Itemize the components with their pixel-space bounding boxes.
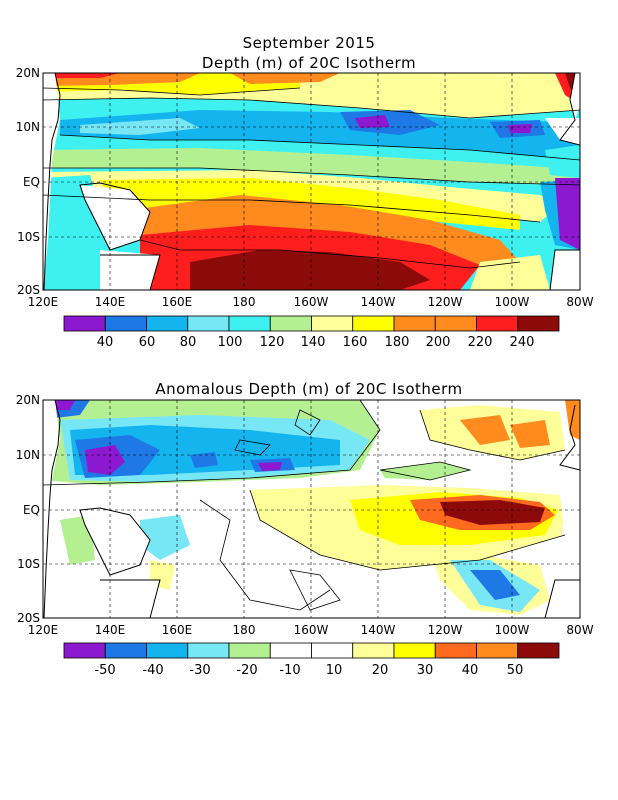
colorbar-label: 40 [462, 663, 479, 678]
bottom-title: Anomalous Depth (m) of 20C Isotherm [155, 380, 463, 398]
colorbar-label: 140 [301, 335, 326, 350]
lon-label: 140W [361, 295, 396, 309]
colorbar-swatch [311, 315, 354, 332]
colorbar-swatch [393, 315, 436, 332]
colorbar-swatch [352, 315, 395, 332]
lon-label: 120W [428, 623, 463, 637]
top-lat-labels: 20N 10N EQ 10S 20S [16, 66, 40, 297]
colorbar-label: 160 [343, 335, 368, 350]
colorbar-swatch [311, 642, 354, 659]
lat-label: 10N [16, 448, 40, 462]
colorbar-label: -30 [189, 663, 210, 678]
top-map-frame [42, 72, 581, 291]
colorbar-label: 120 [260, 335, 285, 350]
lon-label: 140E [95, 623, 126, 637]
colorbar-swatch [228, 315, 271, 332]
colorbar-label: -40 [142, 663, 163, 678]
lat-label: 20N [16, 393, 40, 407]
lon-label: 100W [495, 623, 530, 637]
lon-label: 80W [566, 623, 593, 637]
lon-label: 80W [566, 295, 593, 309]
lat-label: 10S [17, 230, 40, 244]
lon-label: 180 [233, 295, 256, 309]
colorbar-label: 60 [139, 335, 156, 350]
lon-label: 160W [294, 295, 329, 309]
bottom-lat-labels: 20N 10N EQ 10S 20S [16, 393, 40, 625]
colorbar-swatch [269, 642, 312, 659]
lon-label: 160E [162, 295, 193, 309]
lon-label: 140W [361, 623, 396, 637]
colorbar-swatch [269, 315, 312, 332]
lat-label: 20S [17, 611, 40, 625]
colorbar-swatch [517, 642, 560, 659]
colorbar-swatch [146, 315, 189, 332]
lon-label: 160W [294, 623, 329, 637]
colorbar-label: 50 [507, 663, 524, 678]
bottom-contour-field [43, 400, 580, 618]
colorbar-swatch [63, 642, 106, 659]
colorbar-label: 40 [97, 335, 114, 350]
lat-label: 10N [16, 120, 40, 134]
colorbar-swatch [476, 642, 519, 659]
bottom-map-frame [42, 399, 581, 619]
lon-label: 140E [95, 295, 126, 309]
top-title-line2: Depth (m) of 20C Isotherm [201, 54, 417, 72]
colorbar-swatch [434, 642, 477, 659]
top-map: 20N 10N EQ 10S 20S 120E 140E 160E 180 16… [16, 66, 594, 350]
lat-label: 20S [17, 283, 40, 297]
bottom-map: 20N 10N EQ 10S 20S 120E 140E 160E 180 16… [16, 393, 594, 678]
colorbar-label: -20 [236, 663, 257, 678]
colorbar-label: 30 [417, 663, 434, 678]
colorbar-label: 80 [180, 335, 197, 350]
colorbar-swatch [517, 315, 560, 332]
colorbar-swatch [104, 315, 147, 332]
bottom-colorbar-labels: -50 -40 -30 -20 -10 10 20 30 40 50 [94, 663, 523, 678]
lat-label: 10S [17, 557, 40, 571]
top-contour-field [43, 73, 580, 290]
colorbar-label: 10 [326, 663, 343, 678]
top-colorbar-labels: 40 60 80 100 120 140 160 180 200 220 240 [97, 335, 535, 350]
top-colorbar [63, 315, 560, 332]
top-grid [43, 73, 580, 290]
colorbar-label: 100 [218, 335, 243, 350]
colorbar-label: 20 [372, 663, 389, 678]
lon-label: 180 [233, 623, 256, 637]
colorbar-swatch [187, 315, 230, 332]
lat-label: EQ [23, 503, 40, 517]
colorbar-swatch [434, 315, 477, 332]
lon-label: 160E [162, 623, 193, 637]
colorbar-label: -10 [279, 663, 300, 678]
lon-label: 100W [495, 295, 530, 309]
lat-label: 20N [16, 66, 40, 80]
colorbar-swatch [228, 642, 271, 659]
colorbar-label: 180 [385, 335, 410, 350]
bottom-grid [43, 400, 580, 618]
colorbar-swatch [476, 315, 519, 332]
top-lon-labels: 120E 140E 160E 180 160W 140W 120W 100W 8… [28, 295, 594, 309]
colorbar-swatch [104, 642, 147, 659]
colorbar-swatch [63, 315, 106, 332]
colorbar-label: -50 [94, 663, 115, 678]
colorbar-label: 240 [510, 335, 535, 350]
colorbar-label: 200 [426, 335, 451, 350]
lon-label: 120E [28, 623, 59, 637]
lon-label: 120E [28, 295, 59, 309]
lon-label: 120W [428, 295, 463, 309]
colorbar-label: 220 [468, 335, 493, 350]
colorbar-swatch [146, 642, 189, 659]
top-title-line1: September 2015 [242, 34, 376, 52]
bottom-lon-labels: 120E 140E 160E 180 160W 140W 120W 100W 8… [28, 623, 594, 637]
colorbar-swatch [352, 642, 395, 659]
bottom-colorbar [63, 642, 560, 659]
colorbar-swatch [187, 642, 230, 659]
colorbar-swatch [393, 642, 436, 659]
lat-label: EQ [23, 175, 40, 189]
